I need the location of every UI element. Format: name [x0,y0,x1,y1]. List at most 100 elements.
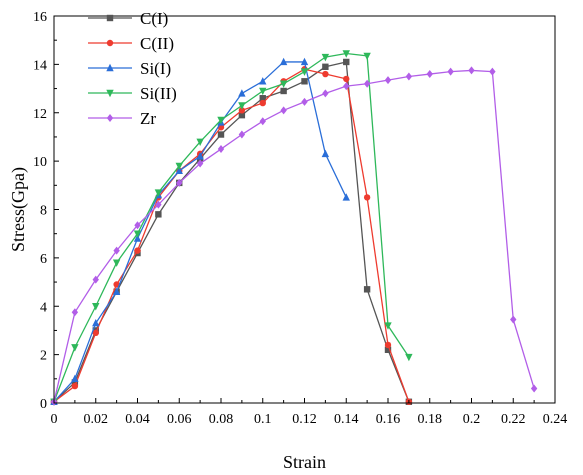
data-point [259,99,266,107]
data-point [322,70,329,78]
data-point [133,230,142,238]
legend-marker [106,39,114,47]
x-tick-label: 0.18 [418,412,443,427]
x-tick-label: 0.24 [543,412,568,427]
x-tick-label: 0.02 [84,412,109,427]
data-point [468,66,475,75]
legend-entry: Si(II) [88,84,177,103]
y-tick-label: 14 [33,58,47,73]
y-tick-label: 8 [40,204,47,219]
data-point [510,315,517,324]
data-point [343,75,350,83]
data-point [363,286,371,293]
y-axis-title: Stress(Gpa) [8,167,29,252]
legend-entry: Zr [88,109,156,128]
y-tick-label: 4 [40,300,47,315]
series-si-ii [50,50,413,406]
data-point [217,145,225,154]
data-point [154,189,163,197]
data-point [134,247,141,254]
data-point [196,138,204,146]
series-si-i [50,57,350,405]
data-point [530,384,538,393]
series-zr [50,66,538,406]
data-point [259,117,266,126]
data-point [343,82,350,91]
series-c-ii [50,66,413,405]
data-point [112,287,121,295]
data-point [71,379,79,386]
legend-entry: C(II) [88,34,174,53]
data-point [384,322,392,330]
legend-entry: Si(I) [88,59,171,78]
legend-label: C(II) [140,34,174,53]
data-point [259,77,267,85]
data-point [92,275,99,284]
legend-label: C(I) [140,9,168,28]
data-point [155,211,162,218]
legend-label: Zr [140,109,156,128]
data-point [134,221,141,230]
y-tick-label: 6 [40,252,47,267]
x-tick-label: 0.04 [125,412,150,427]
y-tick-label: 16 [33,10,47,25]
legend-marker [106,114,114,122]
data-point [321,149,330,158]
x-tick-label: 0.16 [376,412,401,427]
y-tick-label: 0 [40,397,47,412]
data-point [238,130,246,139]
series-line [53,68,410,403]
x-tick-label: 0.22 [501,412,526,427]
x-tick-label: 0.08 [209,412,234,427]
series-c-i [50,58,413,405]
data-point [155,200,162,209]
data-point [322,63,329,70]
legend-label: Si(II) [140,84,177,103]
legend-marker [106,63,114,72]
series-line [53,61,347,403]
legend-marker [106,89,114,98]
legend-label: Si(I) [140,59,171,78]
data-point [238,102,246,110]
data-point [196,159,204,168]
x-tick-label: 0.2 [463,412,481,427]
data-point [322,89,329,98]
data-point [342,193,350,201]
x-tick-label: 0.12 [292,412,317,427]
legend-marker [106,14,114,22]
data-point [405,353,413,362]
data-point [92,318,100,327]
data-point [321,53,330,62]
data-point [426,70,433,79]
y-tick-label: 2 [40,349,47,364]
data-point [238,89,246,97]
data-point [280,87,287,95]
data-point [217,131,225,138]
data-point [176,178,183,187]
axes: 0 0.02 0.04 0.06 0.08 0.1 0.12 0.14 0.16 0.18 0.2 0… [33,10,567,427]
series-line [53,69,535,402]
data-point [301,78,308,85]
data-point [279,80,288,88]
data-point [196,152,204,160]
x-tick-label: 0.1 [254,412,272,427]
data-point [71,344,79,352]
data-point [384,76,392,85]
data-point [113,246,120,255]
data-point [175,162,183,171]
data-point [71,382,79,390]
x-tick-label: 0 [51,412,58,427]
data-point [217,116,225,125]
data-point [363,194,371,201]
data-point [300,68,309,76]
x-tick-label: 0.06 [167,412,192,427]
y-tick-label: 10 [33,155,47,170]
data-point [92,329,99,337]
data-point [405,72,413,81]
data-point [301,97,308,106]
plot-area [50,50,538,406]
data-point [342,50,350,58]
data-point [300,57,309,66]
x-axis-title: Strain [283,452,326,472]
